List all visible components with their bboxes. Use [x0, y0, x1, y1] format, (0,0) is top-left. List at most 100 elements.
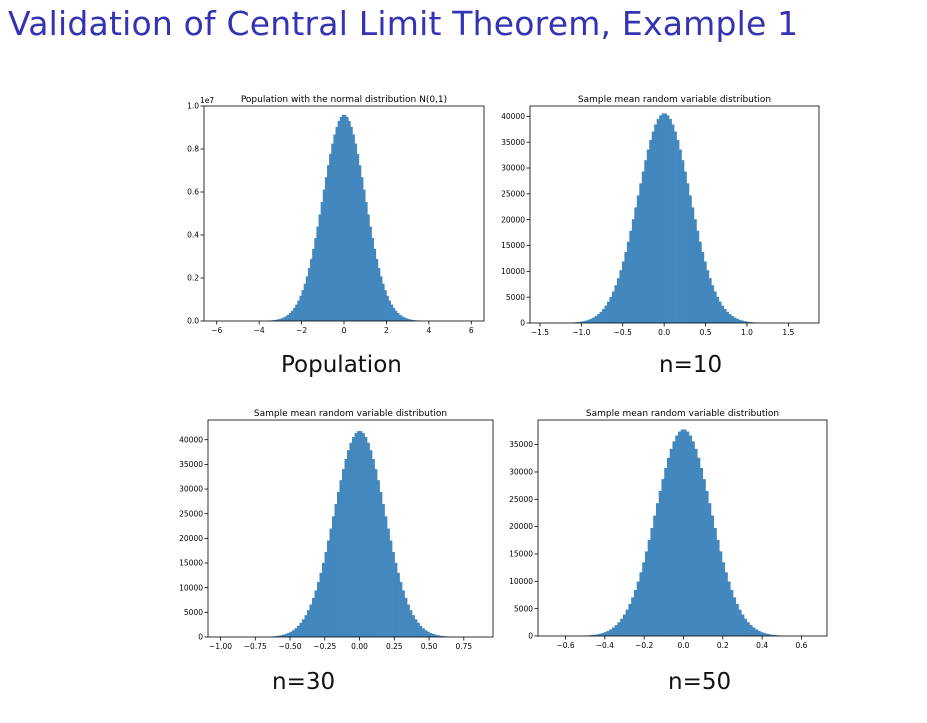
y-tick-label: 1.0 [187, 102, 199, 111]
histogram-bar-66 [407, 319, 411, 321]
histogram-bar-45 [363, 189, 366, 321]
x-tick-label: 1.0 [741, 328, 753, 337]
histogram-bar-21 [312, 248, 315, 321]
histogram-bar-41 [697, 457, 701, 636]
histogram-bar-27 [337, 491, 340, 637]
histogram-bar-46 [711, 515, 715, 636]
y-tick-label: 0.2 [187, 274, 199, 283]
x-tick-label: −1.00 [209, 642, 232, 651]
y-tick-label: 35000 [179, 460, 203, 469]
histogram-bar-30 [666, 457, 671, 636]
y-tick-label: 20000 [501, 215, 525, 224]
histogram-bar-54 [733, 597, 737, 636]
histogram-bar-37 [362, 433, 365, 637]
histogram-bar-17 [611, 291, 615, 323]
histogram-bar-61 [422, 628, 425, 637]
histogram-bar-11 [296, 625, 300, 637]
x-tick-label: 0.25 [386, 642, 403, 651]
histogram-bar-18 [305, 276, 309, 321]
histogram-bar-54 [382, 283, 385, 321]
histogram-bars [569, 113, 759, 323]
histogram-bar-57 [741, 614, 745, 636]
histogram-bar-65 [731, 316, 734, 323]
histogram-bar-22 [314, 238, 317, 321]
histogram-bar-5 [582, 321, 585, 323]
histogram-bar-44 [679, 149, 682, 323]
histogram-bar-31 [347, 450, 350, 637]
histogram-bar-12 [293, 307, 296, 321]
y-tick-label: 5000 [184, 608, 203, 617]
histogram-bar-64 [429, 633, 433, 637]
histogram-bar-46 [365, 202, 368, 321]
histogram-bar-4 [276, 319, 279, 321]
plot-frame [537, 419, 828, 637]
histogram-bar-48 [688, 195, 692, 323]
histogram-bar-54 [703, 261, 707, 323]
x-tick-label: −2 [296, 326, 307, 335]
x-tick-label: −0.6 [556, 641, 574, 650]
histogram-bar-38 [348, 120, 351, 321]
histogram-bar-44 [705, 490, 709, 636]
histogram-bar-36 [683, 429, 687, 636]
histogram-bar-40 [369, 450, 373, 637]
histogram-bar-56 [409, 610, 413, 637]
histogram-bar-16 [309, 604, 313, 637]
histogram-bar-46 [684, 171, 687, 323]
histogram-bars [267, 114, 421, 321]
histogram-bar-15 [607, 301, 610, 323]
histogram-bar-16 [628, 603, 632, 636]
caption-population: Population [281, 352, 402, 378]
histogram-bar-10 [594, 316, 598, 323]
histogram-bar-47 [686, 183, 690, 323]
histogram-bar-14 [297, 300, 300, 321]
histogram-bar-2 [274, 636, 278, 637]
histogram-bar-3 [276, 635, 280, 637]
plot-frame [207, 419, 494, 638]
histogram-bar-56 [708, 278, 712, 323]
histogram-bar-64 [403, 317, 406, 321]
y-tick-label: 20000 [509, 522, 533, 531]
histogram-bar-29 [664, 467, 668, 636]
histogram-bar-53 [402, 590, 405, 637]
histogram-bar-42 [374, 469, 378, 637]
histogram-bar-66 [733, 317, 737, 323]
histogram-bar-53 [730, 589, 734, 636]
histogram-bar-49 [719, 551, 723, 636]
y-tick-label: 0.0 [187, 317, 199, 326]
histogram-bar-20 [319, 572, 323, 637]
histogram-bar-63 [401, 316, 404, 321]
histogram-bar-4 [579, 321, 583, 323]
histogram-bar-16 [609, 296, 613, 323]
histogram-bar-23 [647, 539, 651, 636]
plot-frame [529, 105, 820, 324]
x-tick-label: −0.5 [614, 328, 632, 337]
histogram-bar-41 [671, 124, 675, 323]
histogram-bar-62 [424, 630, 428, 637]
x-tick-label: 0.5 [700, 328, 712, 337]
histogram-bar-36 [659, 115, 662, 323]
histogram-bar-23 [626, 241, 630, 323]
histogram-bar-22 [644, 551, 648, 636]
chart-title: Sample mean random variable distribution [578, 95, 771, 105]
histogram-bar-43 [702, 479, 706, 636]
histogram-bar-57 [388, 300, 391, 321]
histogram-bar-59 [392, 307, 396, 321]
histogram-bar-6 [280, 318, 283, 321]
y-tick-label: 5000 [514, 604, 533, 613]
y-tick-label: 35000 [501, 138, 525, 147]
histogram-bar-60 [718, 301, 722, 323]
slide-title: Validation of Central Limit Theorem, Exa… [8, 4, 799, 43]
histogram-bar-39 [666, 115, 670, 323]
histogram-bar-41 [354, 143, 358, 321]
histogram-bar-22 [624, 251, 628, 323]
histogram-bar-45 [382, 504, 385, 637]
y-tick-label: 20000 [179, 534, 203, 543]
histogram-bar-7 [603, 632, 607, 636]
histogram-bar-30 [644, 160, 648, 323]
histogram-bar-17 [631, 597, 635, 636]
histogram-bar-7 [587, 319, 590, 323]
histogram-bar-48 [369, 226, 372, 321]
x-tick-label: −0.4 [596, 641, 614, 650]
histogram-bar-12 [617, 622, 621, 636]
